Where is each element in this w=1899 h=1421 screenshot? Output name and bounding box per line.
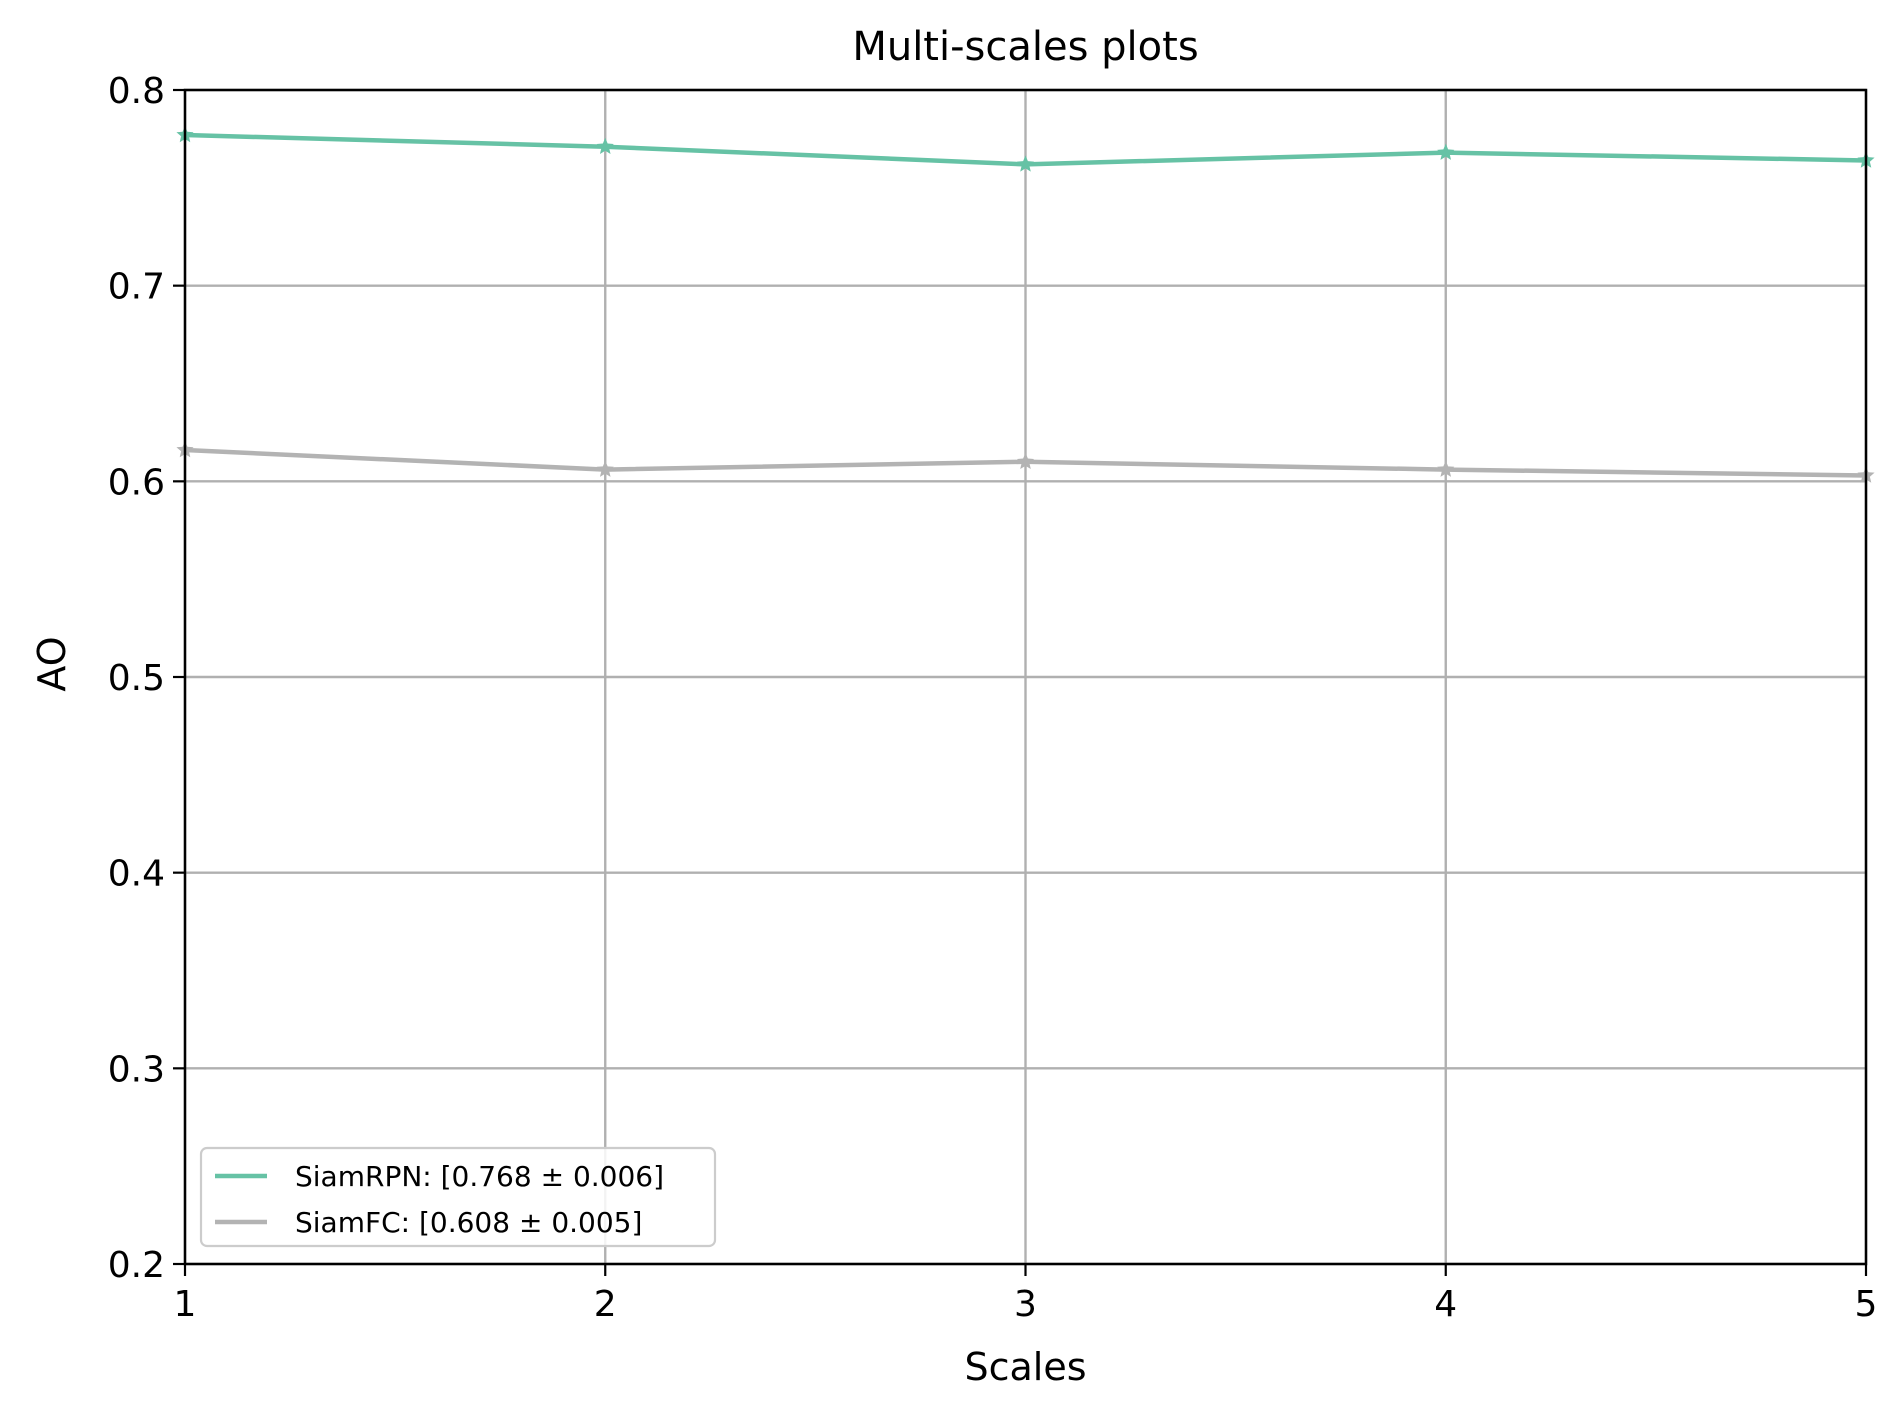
data-point-marker (1016, 155, 1035, 172)
legend-item: SiamFC: [0.608 ± 0.005] (215, 1206, 642, 1239)
legend-item: SiamRPN: [0.768 ± 0.006] (215, 1160, 664, 1193)
y-tick-label: 0.4 (108, 854, 165, 895)
legend-label: SiamRPN: [0.768 ± 0.006] (295, 1160, 664, 1193)
data-point-marker (1016, 452, 1035, 470)
data-point-marker (596, 460, 614, 477)
legend-label: SiamFC: [0.608 ± 0.005] (295, 1206, 642, 1239)
y-tick-label: 0.8 (108, 71, 165, 112)
y-tick-label: 0.2 (108, 1245, 165, 1286)
legend: SiamRPN: [0.768 ± 0.006] SiamFC: [0.608 ±… (199, 1146, 717, 1248)
y-tick-label: 0.5 (108, 658, 165, 699)
chart-title: Multi-scales plots (852, 24, 1198, 70)
x-tick-label: 5 (1855, 1284, 1878, 1325)
data-point-marker (1437, 143, 1455, 160)
x-tick-label: 4 (1434, 1284, 1457, 1325)
x-tick-label: 2 (594, 1284, 617, 1325)
x-tick-label: 3 (1014, 1284, 1037, 1325)
series-layer (176, 126, 1875, 483)
data-point-marker (596, 137, 614, 155)
data-point-marker (1437, 460, 1455, 477)
x-tick-label: 1 (174, 1284, 197, 1325)
y-tick-label: 0.7 (108, 267, 165, 308)
y-tick-label: 0.6 (108, 462, 165, 503)
y-tick-label: 0.3 (108, 1049, 165, 1090)
ticks: 1 2 3 4 5 0.2 0.3 0.4 0.5 0.6 0.7 0.8 (108, 71, 1878, 1325)
x-axis-title: Scales (964, 1345, 1086, 1389)
legend-box (199, 1146, 717, 1248)
y-axis-title: AO (30, 636, 74, 691)
grid (183, 88, 1868, 1266)
